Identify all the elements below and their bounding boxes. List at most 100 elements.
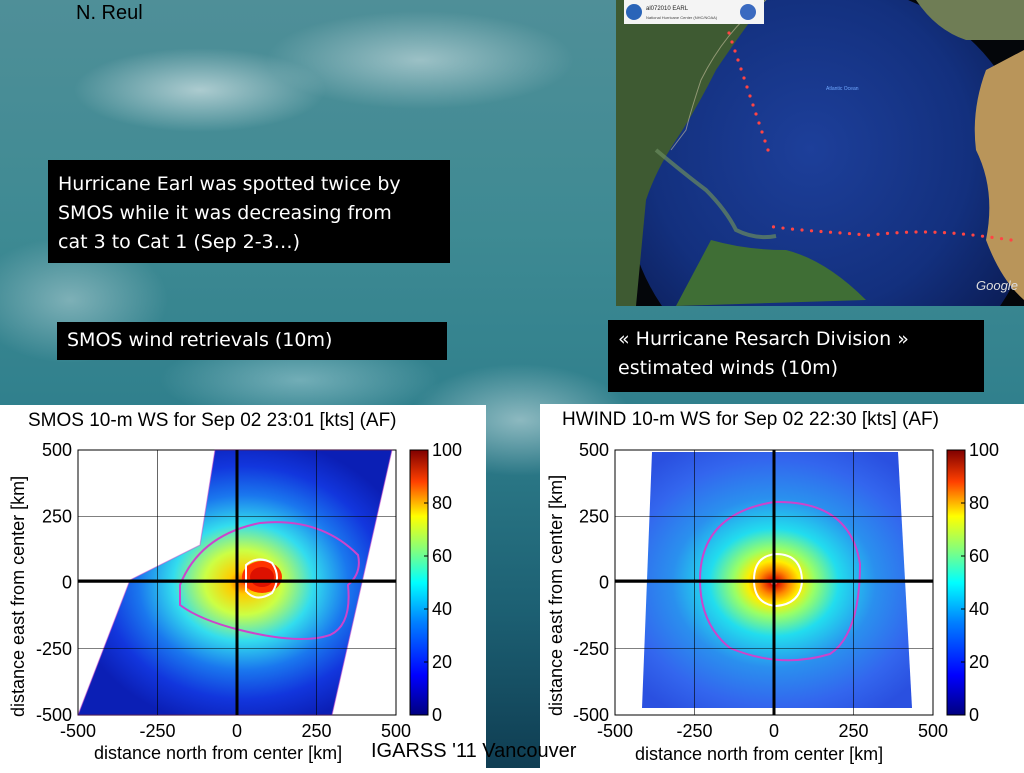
track-point — [971, 233, 975, 237]
smos-ylabel: distance east from center [km] — [8, 476, 28, 717]
track-point — [766, 148, 770, 152]
track-point — [763, 139, 767, 143]
track-point — [942, 231, 947, 235]
track-point — [933, 230, 937, 234]
intro-text-line: cat 3 to Cat 1 (Sep 2-3…) — [58, 231, 301, 253]
colorbar-tick-label: 60 — [969, 546, 989, 566]
track-point — [809, 229, 814, 233]
globe-svg: al072010 EARL National Hurricane Center … — [616, 0, 1024, 306]
hurricane-track-points — [727, 31, 1013, 242]
smos-wind-contour — [179, 521, 360, 640]
y-tick-label: -500 — [573, 705, 609, 725]
colorbar-tick-label: 20 — [969, 652, 989, 672]
track-point — [923, 230, 928, 234]
track-point — [876, 232, 880, 236]
track-point — [739, 67, 743, 71]
y-tick-label: 250 — [579, 506, 609, 526]
globe-header-subtitle: National Hurricane Center (NHC/NOAA) — [646, 15, 718, 20]
google-logo: Google — [976, 278, 1018, 293]
x-tick-label: 500 — [918, 721, 948, 741]
track-point — [781, 226, 785, 230]
y-tick-label: 500 — [42, 440, 72, 460]
x-tick-label: 250 — [838, 721, 868, 741]
track-point — [1009, 238, 1013, 242]
colorbar-tick-label: 100 — [969, 440, 999, 460]
track-point — [819, 229, 823, 234]
y-tick-label: 0 — [599, 573, 609, 593]
x-tick-label: 0 — [232, 721, 242, 741]
africa-landmass — [974, 50, 1024, 300]
smos-label: SMOS wind retrievals (10m) — [67, 329, 333, 351]
x-tick-label: 500 — [381, 721, 411, 741]
hwind-ylabel: distance east from center [km] — [546, 475, 566, 716]
nws-logo-icon — [740, 4, 756, 20]
track-point — [760, 130, 764, 134]
hwind-wind-plot: HWIND 10-m WS for Sep 02 22:30 [kts] (AF… — [540, 404, 1024, 768]
author-name: N. Reul — [76, 2, 143, 24]
hwind-colorbar-ticks: 100 80 60 40 20 0 — [961, 440, 999, 725]
track-point — [847, 231, 852, 236]
x-tick-label: -250 — [676, 721, 712, 741]
track-point — [727, 31, 731, 35]
colorbar-tick-label: 80 — [432, 493, 452, 513]
track-point — [990, 235, 994, 239]
colorbar-tick-label: 40 — [969, 599, 989, 619]
intro-text-line: SMOS while it was decreasing from — [58, 202, 392, 224]
smos-wind-plot: SMOS 10-m WS for Sep 02 23:01 [kts] (AF)… — [0, 405, 486, 768]
smos-chart-svg: SMOS 10-m WS for Sep 02 23:01 [kts] (AF)… — [8, 410, 462, 763]
smos-inner-contour — [245, 558, 278, 599]
track-point — [866, 233, 871, 237]
smos-chart-title: SMOS 10-m WS for Sep 02 23:01 [kts] (AF) — [28, 410, 397, 431]
y-tick-label: 500 — [579, 440, 609, 460]
hwind-axis-ticks: -500 -250 0 250 500 500 250 0 -250 -500 — [573, 440, 948, 741]
track-point — [742, 76, 746, 80]
track-point — [754, 112, 758, 116]
ocean-label: Atlantic Ocean — [826, 86, 859, 92]
hwind-chart-svg: HWIND 10-m WS for Sep 02 22:30 [kts] (AF… — [546, 409, 999, 764]
smos-xlabel: distance north from center [km] — [94, 743, 342, 763]
track-point — [757, 121, 761, 125]
track-point — [800, 228, 804, 232]
track-point — [838, 231, 842, 235]
globe-ocean — [626, 0, 1024, 306]
colorbar-tick-label: 20 — [432, 652, 452, 672]
hwind-wind-contour — [698, 500, 862, 662]
footer-text: IGARSS '11 Vancouver — [371, 740, 577, 762]
y-tick-label: 250 — [42, 506, 72, 526]
track-point — [751, 103, 755, 107]
south-america-landmass — [676, 240, 866, 306]
track-point — [952, 231, 956, 235]
track-point — [895, 231, 899, 235]
track-point — [748, 94, 752, 98]
track-point — [745, 85, 749, 89]
noaa-logo-icon — [626, 4, 642, 20]
x-tick-label: 250 — [301, 721, 331, 741]
north-america-landmass — [616, 0, 766, 306]
track-point — [736, 58, 740, 62]
x-tick-label: 0 — [769, 721, 779, 741]
hrd-label-box: « Hurricane Resarch Division » estimated… — [608, 320, 984, 392]
track-point — [730, 40, 734, 44]
track-point — [771, 225, 776, 229]
smos-colorbar — [409, 449, 429, 716]
track-point — [904, 230, 909, 234]
globe-header-title: al072010 EARL — [646, 6, 689, 12]
intro-text-box: Hurricane Earl was spotted twice by SMOS… — [48, 160, 450, 263]
hurricane-track-globe-image: al072010 EARL National Hurricane Center … — [616, 0, 1024, 306]
hrd-label-line: estimated winds (10m) — [618, 357, 839, 379]
track-point — [790, 227, 795, 231]
hwind-chart-title: HWIND 10-m WS for Sep 02 22:30 [kts] (AF… — [562, 409, 939, 430]
colorbar-tick-label: 60 — [432, 546, 452, 566]
intro-text-line: Hurricane Earl was spotted twice by — [58, 173, 401, 195]
smos-colorbar-ticks: 100 80 60 40 20 0 — [424, 440, 462, 725]
x-tick-label: -500 — [597, 721, 633, 741]
colorbar-tick-label: 100 — [432, 440, 462, 460]
track-point — [914, 230, 918, 234]
smos-label-box: SMOS wind retrievals (10m) — [57, 322, 447, 360]
hwind-colorbar — [946, 449, 966, 716]
colorbar-tick-label: 80 — [969, 493, 989, 513]
track-point — [961, 232, 966, 236]
y-tick-label: -250 — [36, 639, 72, 659]
colorbar-tick-label: 40 — [432, 599, 452, 619]
y-tick-label: -500 — [36, 705, 72, 725]
